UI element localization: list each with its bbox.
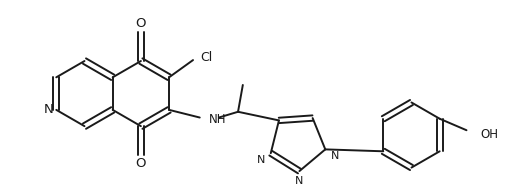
Text: N: N (44, 103, 53, 116)
Text: N: N (295, 176, 303, 186)
Text: Cl: Cl (200, 51, 212, 64)
Text: NH: NH (209, 113, 227, 126)
Text: N: N (330, 151, 339, 161)
Text: N: N (256, 155, 265, 165)
Text: OH: OH (479, 128, 497, 141)
Text: O: O (135, 17, 146, 30)
Text: O: O (135, 157, 146, 170)
